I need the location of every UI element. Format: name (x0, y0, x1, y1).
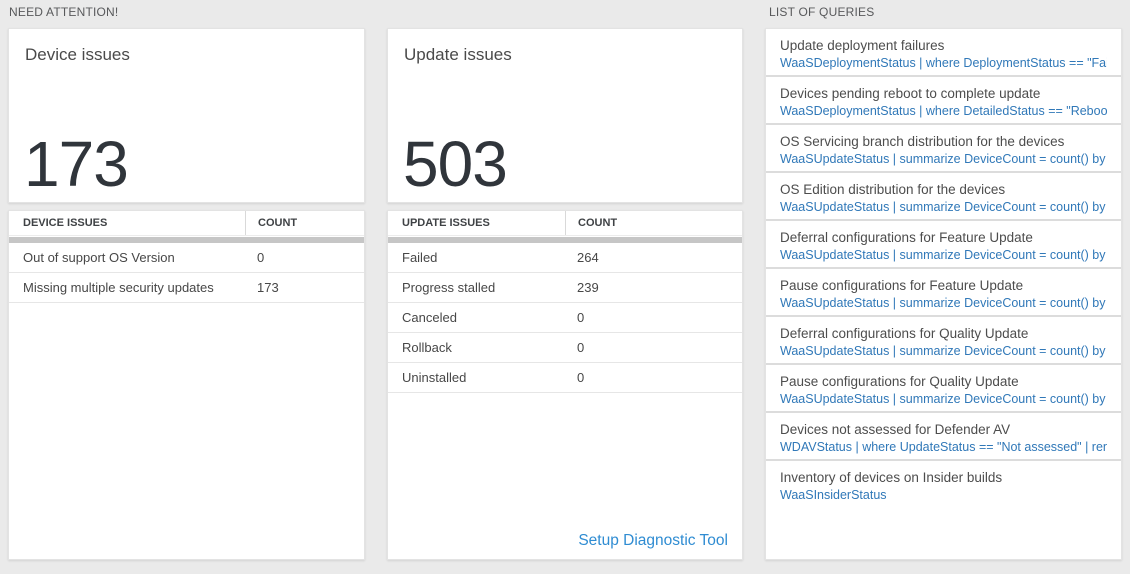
column-header-device-issues: DEVICE ISSUES (23, 217, 108, 229)
update-issues-tile[interactable]: Update issues 503 (387, 28, 743, 203)
query-link[interactable]: WaaSInsiderStatus (780, 488, 887, 502)
column-header-count: COUNT (565, 211, 742, 235)
column-header-count: COUNT (245, 211, 364, 235)
device-issues-tile-title: Device issues (25, 45, 130, 64)
issue-name-cell: Missing multiple security updates (23, 280, 214, 295)
query-title: Devices pending reboot to complete updat… (780, 86, 1041, 101)
table-row[interactable]: Out of support OS Version 0 (9, 243, 364, 273)
table-row[interactable]: Canceled 0 (388, 303, 742, 333)
query-list-item[interactable]: OS Servicing branch distribution for the… (766, 125, 1121, 173)
column-header-update-issues: UPDATE ISSUES (402, 217, 490, 229)
query-link[interactable]: WaaSDeploymentStatus | where DeploymentS… (780, 56, 1107, 70)
query-link[interactable]: WaaSUpdateStatus | summarize DeviceCount… (780, 392, 1107, 406)
query-link[interactable]: WaaSDeploymentStatus | where DetailedSta… (780, 104, 1107, 118)
query-list-item[interactable]: Deferral configurations for Quality Upda… (766, 317, 1121, 365)
table-row[interactable]: Missing multiple security updates 173 (9, 273, 364, 303)
query-link[interactable]: WaaSUpdateStatus | summarize DeviceCount… (780, 296, 1107, 310)
issue-name-cell: Progress stalled (402, 280, 496, 295)
query-link[interactable]: WaaSUpdateStatus | summarize DeviceCount… (780, 248, 1107, 262)
query-title: Devices not assessed for Defender AV (780, 422, 1011, 437)
query-link[interactable]: WDAVStatus | where UpdateStatus == "Not … (780, 440, 1107, 454)
query-list: Update deployment failures WaaSDeploymen… (766, 29, 1121, 509)
query-list-item[interactable]: Pause configurations for Feature Update … (766, 269, 1121, 317)
query-title: OS Edition distribution for the devices (780, 182, 1006, 197)
issue-count-cell: 239 (577, 280, 599, 295)
setup-diagnostic-tool-link[interactable]: Setup Diagnostic Tool (578, 532, 728, 549)
query-link[interactable]: WaaSUpdateStatus | summarize DeviceCount… (780, 152, 1107, 166)
device-issues-table-body: Out of support OS Version 0 Missing mult… (9, 243, 364, 303)
query-list-item[interactable]: Pause configurations for Quality Update … (766, 365, 1121, 413)
table-row[interactable]: Failed 264 (388, 243, 742, 273)
issue-name-cell: Failed (402, 250, 438, 265)
query-title: Deferral configurations for Feature Upda… (780, 230, 1033, 245)
query-list-item[interactable]: Update deployment failures WaaSDeploymen… (766, 29, 1121, 77)
query-title: Deferral configurations for Quality Upda… (780, 326, 1029, 341)
update-issues-table: UPDATE ISSUES COUNT Failed 264 Progress … (387, 210, 743, 560)
device-issues-count: 173 (24, 127, 129, 200)
query-list-panel: Update deployment failures WaaSDeploymen… (765, 28, 1122, 560)
query-link[interactable]: WaaSUpdateStatus | summarize DeviceCount… (780, 200, 1107, 214)
issue-count-cell: 0 (577, 370, 585, 385)
query-title: Update deployment failures (780, 38, 945, 53)
list-of-queries-heading: LIST OF QUERIES (769, 5, 875, 19)
table-row[interactable]: Progress stalled 239 (388, 273, 742, 303)
update-issues-count: 503 (403, 127, 508, 200)
query-list-item[interactable]: Devices pending reboot to complete updat… (766, 77, 1121, 125)
device-issues-table: DEVICE ISSUES COUNT Out of support OS Ve… (8, 210, 365, 560)
issue-name-cell: Out of support OS Version (23, 250, 175, 265)
query-list-item[interactable]: Deferral configurations for Feature Upda… (766, 221, 1121, 269)
table-row[interactable]: Uninstalled 0 (388, 363, 742, 393)
issue-count-cell: 0 (577, 310, 585, 325)
query-title: Inventory of devices on Insider builds (780, 470, 1003, 485)
need-attention-heading: NEED ATTENTION! (9, 5, 119, 19)
device-issues-table-header: DEVICE ISSUES COUNT (9, 211, 364, 236)
query-title: Pause configurations for Quality Update (780, 374, 1019, 389)
issue-count-cell: 173 (257, 280, 279, 295)
table-row[interactable]: Rollback 0 (388, 333, 742, 363)
update-issues-table-header: UPDATE ISSUES COUNT (388, 211, 742, 236)
issue-count-cell: 0 (257, 250, 265, 265)
update-issues-table-body: Failed 264 Progress stalled 239 Canceled… (388, 243, 742, 393)
issue-count-cell: 264 (577, 250, 599, 265)
device-issues-tile[interactable]: Device issues 173 (8, 28, 365, 203)
query-list-item[interactable]: Inventory of devices on Insider builds W… (766, 461, 1121, 509)
query-list-item[interactable]: Devices not assessed for Defender AV WDA… (766, 413, 1121, 461)
query-link[interactable]: WaaSUpdateStatus | summarize DeviceCount… (780, 344, 1107, 358)
query-title: OS Servicing branch distribution for the… (780, 134, 1065, 149)
query-list-item[interactable]: OS Edition distribution for the devices … (766, 173, 1121, 221)
table-header-bar (9, 237, 364, 243)
table-header-bar (388, 237, 742, 243)
issue-name-cell: Uninstalled (402, 370, 467, 385)
issue-count-cell: 0 (577, 340, 585, 355)
query-title: Pause configurations for Feature Update (780, 278, 1024, 293)
issue-name-cell: Canceled (402, 310, 457, 325)
issue-name-cell: Rollback (402, 340, 452, 355)
update-issues-tile-title: Update issues (404, 45, 512, 64)
